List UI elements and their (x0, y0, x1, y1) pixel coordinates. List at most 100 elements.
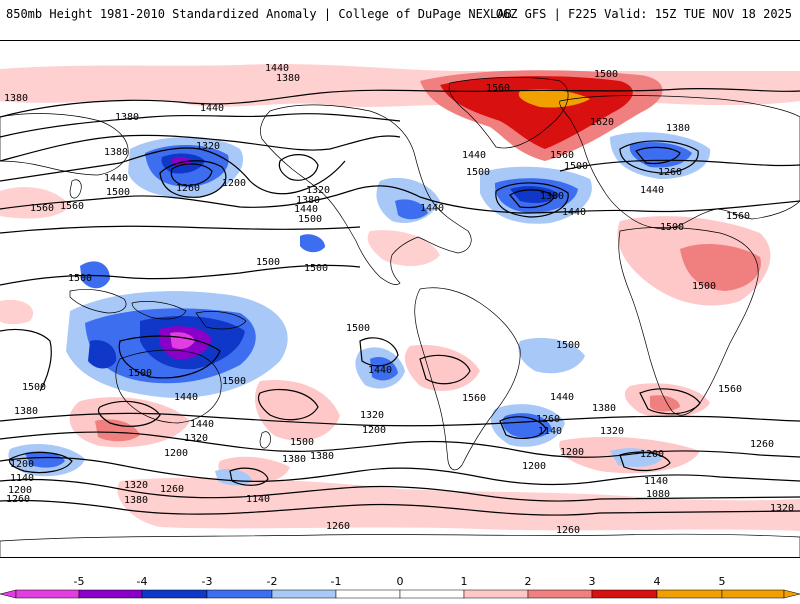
contour-label: 1500 (304, 263, 328, 274)
contour-label: 1500 (556, 340, 580, 351)
colorbar-low-arrow (0, 589, 17, 599)
contour-label: 1440 (294, 204, 318, 215)
contour-label: 1380 (296, 195, 320, 206)
height-contours (0, 88, 800, 516)
contour-label: 1320 (196, 141, 220, 152)
contour-label: 1380 (282, 454, 306, 465)
colorbar-high-arrow (783, 589, 800, 599)
contour-label: 1380 (592, 403, 616, 414)
contour-label: 1440 (562, 207, 586, 218)
contour-label: 1440 (640, 185, 664, 196)
colorbar-segment (463, 589, 529, 599)
contour-label: 1080 (646, 489, 670, 500)
coastlines (0, 77, 800, 557)
contour-label: 1560 (726, 211, 750, 222)
contour-label: 1380 (540, 191, 564, 202)
contour-label: 1440 (200, 103, 224, 114)
contour-label: 1620 (590, 117, 614, 128)
contour-label: 1440 (368, 365, 392, 376)
contour-label: 1500 (660, 222, 684, 233)
contour-label: 1380 (115, 112, 139, 123)
contour-label: 1440 (462, 150, 486, 161)
colorbar-tick: 4 (653, 575, 661, 588)
contour-label: 1500 (692, 281, 716, 292)
contour-label: 1260 (6, 494, 30, 505)
contour-label: 1440 (420, 203, 444, 214)
anomaly-map: 1440 1380 1380 1440 1380 1320 1380 1440 … (0, 63, 800, 557)
contour-label: 1560 (718, 384, 742, 395)
contour-label: 1380 (104, 147, 128, 158)
colorbar-segment (206, 589, 273, 599)
map-title: 850mb Height 1981-2010 Standardized Anom… (6, 7, 512, 21)
positive-anomaly-shading (0, 64, 800, 531)
contour-label: 1260 (160, 484, 184, 495)
contour-label: 1140 (10, 473, 34, 484)
contour-label: 1200 (222, 178, 246, 189)
contour-label: 1380 (666, 123, 690, 134)
colorbar-segment (335, 589, 401, 599)
contour-label: 1260 (326, 521, 350, 532)
contour-label: 1200 (560, 447, 584, 458)
contour-label: 1320 (306, 185, 330, 196)
contour-label: 1500 (128, 368, 152, 379)
contour-label: 1200 (362, 425, 386, 436)
contour-label: 1320 (770, 503, 794, 514)
map-panel: 1440 1380 1380 1440 1380 1320 1380 1440 … (0, 40, 800, 558)
contour-label: 1200 (164, 448, 188, 459)
colorbar-tick: 3 (588, 575, 596, 588)
contour-label: 1320 (184, 433, 208, 444)
contour-label: 1560 (550, 150, 574, 161)
contour-label: 1500 (106, 187, 130, 198)
contour-label: 1500 (256, 257, 280, 268)
contour-label: 1440 (174, 392, 198, 403)
colorbar-tick: 5 (718, 575, 726, 588)
contour-label: 1260 (176, 183, 200, 194)
colorbar: -5 -4 -3 -2 -1 0 1 2 3 4 5 (0, 565, 800, 600)
contour-label: 1380 (4, 93, 28, 104)
contour-label: 1500 (594, 69, 618, 80)
contour-labels: 1440 1380 1380 1440 1380 1320 1380 1440 … (4, 63, 794, 536)
header: 850mb Height 1981-2010 Standardized Anom… (0, 0, 800, 40)
colorbar-tick: 0 (396, 575, 404, 588)
contour-label: 1560 (486, 83, 510, 94)
colorbar-segment (399, 589, 465, 599)
contour-label: 1500 (346, 323, 370, 334)
contour-label: 1380 (276, 73, 300, 84)
contour-label: 1500 (466, 167, 490, 178)
colorbar-segment (271, 589, 337, 599)
contour-label: 1560 (60, 201, 84, 212)
contour-label: 1500 (222, 376, 246, 387)
contour-label: 1320 (360, 410, 384, 421)
colorbar-segment (656, 589, 723, 599)
colorbar-svg (0, 589, 800, 599)
contour-label: 1500 (564, 161, 588, 172)
contour-label: 1560 (30, 203, 54, 214)
colorbar-segment (78, 589, 143, 599)
contour-label: 1560 (462, 393, 486, 404)
colorbar-tick: 2 (524, 575, 532, 588)
colorbar-tick: -5 (73, 575, 85, 588)
run-info: 06Z GFS | F225 Valid: 15Z TUE NOV 18 202… (495, 7, 792, 21)
contour-label: 1200 (522, 461, 546, 472)
contour-label: 1140 (246, 494, 270, 505)
colorbar-tick: -4 (136, 575, 148, 588)
contour-label: 1380 (14, 406, 38, 417)
colorbar-segment (15, 589, 80, 599)
contour-label: 1500 (290, 437, 314, 448)
contour-label: 1140 (538, 426, 562, 437)
contour-label: 1380 (124, 495, 148, 506)
contour-label: 1140 (644, 476, 668, 487)
contour-label: 1260 (556, 525, 580, 536)
contour-label: 1440 (190, 419, 214, 430)
contour-label: 1260 (658, 167, 682, 178)
contour-label: 1440 (550, 392, 574, 403)
colorbar-tick: -3 (201, 575, 213, 588)
contour-label: 1440 (104, 173, 128, 184)
contour-label: 1200 (10, 459, 34, 470)
contour-label: 1260 (750, 439, 774, 450)
contour-label: 1260 (536, 414, 560, 425)
contour-label: 1500 (298, 214, 322, 225)
contour-label: 1320 (600, 426, 624, 437)
colorbar-segment (141, 589, 208, 599)
contour-label: 1380 (310, 451, 334, 462)
